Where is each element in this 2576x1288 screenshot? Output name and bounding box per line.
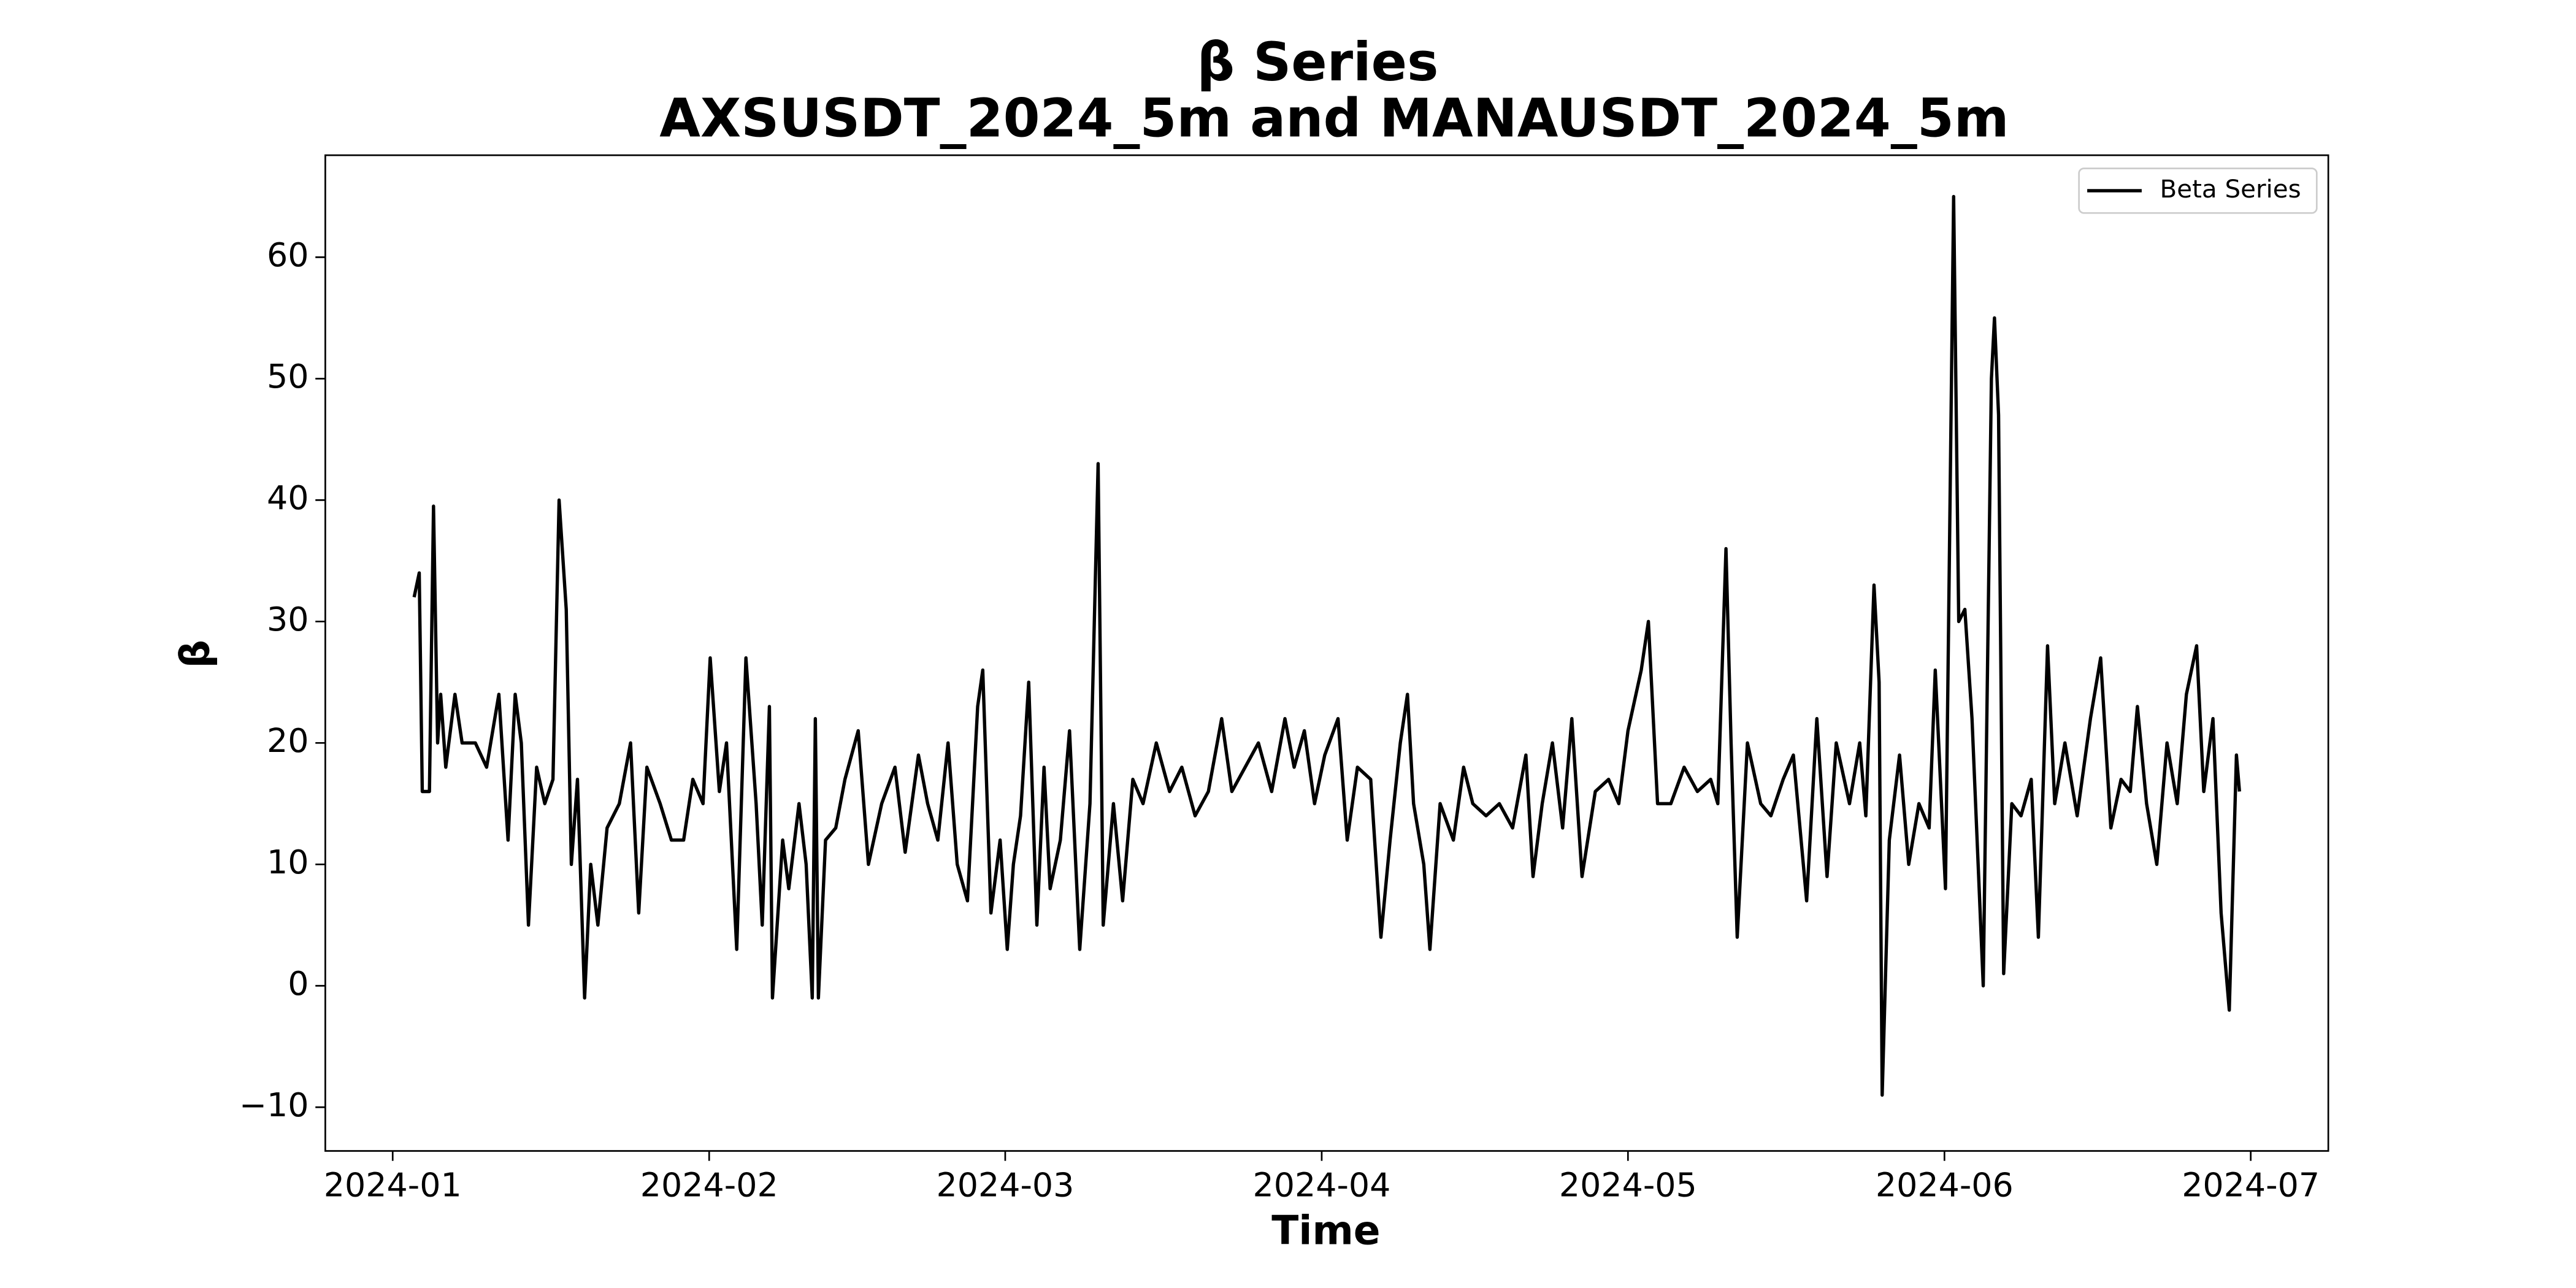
y-tick-label: 60 bbox=[267, 236, 309, 274]
x-tick-label: 2024-04 bbox=[1252, 1165, 1390, 1204]
x-axis-label: Time bbox=[1271, 1208, 1380, 1254]
plot-frame bbox=[324, 154, 2329, 1152]
y-tick-label: 10 bbox=[267, 843, 309, 881]
x-tick-label: 2024-03 bbox=[936, 1165, 1074, 1204]
y-tick-label: 40 bbox=[267, 478, 309, 517]
y-tick-label: 30 bbox=[267, 600, 309, 638]
x-tick-label: 2024-02 bbox=[640, 1165, 778, 1204]
y-tick-label: −10 bbox=[239, 1086, 309, 1124]
x-tick-label: 2024-06 bbox=[1876, 1165, 2014, 1204]
legend: Beta Series bbox=[2078, 167, 2318, 214]
legend-box bbox=[2078, 167, 2318, 214]
y-tick-label: 20 bbox=[267, 721, 309, 760]
x-tick-label: 2024-01 bbox=[324, 1165, 462, 1204]
y-axis-label: β bbox=[173, 640, 219, 668]
x-tick-label: 2024-05 bbox=[1559, 1165, 1697, 1204]
chart-subtitle: AXSUSDT_2024_5m and MANAUSDT_2024_5m bbox=[659, 88, 2009, 150]
y-tick-label: 0 bbox=[288, 964, 309, 1003]
data-line bbox=[412, 194, 2242, 1097]
chart-title: β Series bbox=[1197, 32, 1439, 93]
y-tick-label: 50 bbox=[267, 357, 309, 396]
x-tick-label: 2024-07 bbox=[2182, 1165, 2320, 1204]
legend-label: Beta Series bbox=[2160, 175, 2301, 204]
